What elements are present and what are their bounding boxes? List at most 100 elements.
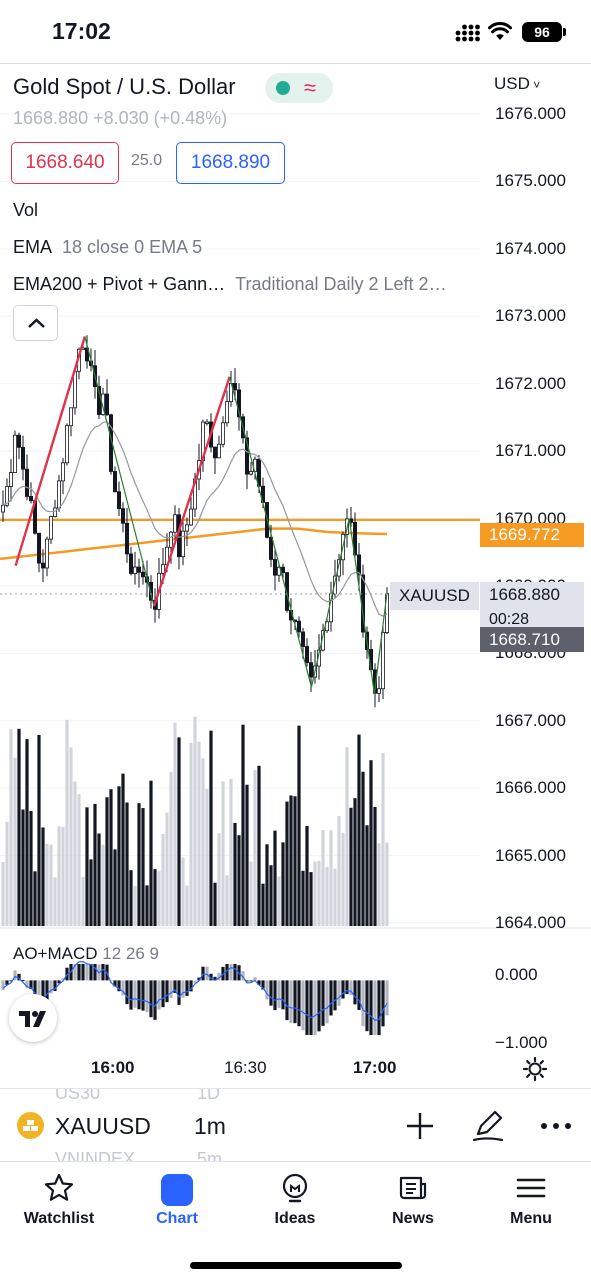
volume-bar <box>349 807 353 926</box>
oscillator-bar <box>325 980 329 1024</box>
candle-body <box>16 434 21 448</box>
symbol-title[interactable]: Gold Spot / U.S. Dollar <box>13 74 236 99</box>
oscillator-bar <box>357 980 361 1011</box>
last-price-value: 1668.880 <box>489 585 560 604</box>
more-options-icon[interactable] <box>538 1109 574 1143</box>
oscillator-bar <box>101 964 105 981</box>
candle-body <box>101 393 106 415</box>
status-bar: 17:02 96 <box>0 0 591 64</box>
volume-bar <box>341 832 345 926</box>
price-chart[interactable] <box>0 64 591 1088</box>
volume-bar <box>225 875 229 926</box>
oscillator-bar <box>45 980 49 1000</box>
tab-ideas[interactable]: Ideas <box>236 1162 354 1242</box>
oscillator-bar <box>377 980 381 1035</box>
candle-body <box>248 471 253 475</box>
candle-body <box>125 522 130 555</box>
ema-line <box>2 420 388 617</box>
oscillator-bar <box>117 980 121 992</box>
oscillator-bar <box>109 980 113 982</box>
tab-watchlist[interactable]: Watchlist <box>0 1162 118 1242</box>
volume-bar <box>353 798 357 926</box>
bid-price-tag: 1668.710 <box>480 627 584 652</box>
tab-label: Watchlist <box>23 1210 95 1227</box>
candle-body <box>168 531 173 548</box>
tab-label: Menu <box>510 1210 552 1227</box>
volume-bar <box>253 770 257 926</box>
oscillator-bar <box>113 980 117 987</box>
oscillator-bar <box>329 980 333 1016</box>
volume-bar <box>293 796 297 926</box>
indicator-ema[interactable]: EMA 18 close 0 EMA 5 <box>13 237 202 258</box>
tradingview-logo[interactable] <box>9 994 57 1042</box>
oscillator-bar <box>333 980 337 1011</box>
candle-body <box>236 389 241 418</box>
tab-chart[interactable]: Chart <box>118 1162 236 1242</box>
lightbulb-icon <box>282 1173 308 1203</box>
volume-bar <box>241 724 245 926</box>
currency-selector[interactable]: USD ˅ <box>494 74 540 94</box>
oscillator-bar <box>9 980 13 982</box>
volume-bar <box>109 789 113 926</box>
delayed-data-icon: ≈ <box>304 75 317 100</box>
volume-bar <box>145 885 149 926</box>
price-axis-label: 1665.000 <box>495 845 566 865</box>
volume-bar <box>153 869 157 926</box>
market-status-badge[interactable]: ≈ <box>265 73 333 103</box>
drawing-pen-icon[interactable] <box>470 1107 506 1143</box>
ema200-price-tag: 1669.772 <box>480 523 584 547</box>
candle-body <box>284 572 289 611</box>
tab-news[interactable]: News <box>354 1162 472 1242</box>
oscillator-bar <box>89 964 93 981</box>
collapse-legend-button[interactable] <box>13 305 58 341</box>
symbol-bar[interactable]: US30 1D VNINDEX 5m XAUUSD 1m <box>0 1088 591 1161</box>
price-axis-label: 1672.000 <box>495 373 566 393</box>
volume-bar <box>133 885 137 926</box>
oscillator-bar <box>217 972 221 981</box>
oscillator-bar <box>337 980 341 1006</box>
volume-bar <box>53 877 57 926</box>
sell-price-button[interactable]: 1668.640 <box>11 142 119 184</box>
header-divider <box>0 63 591 64</box>
candle-body <box>20 446 25 470</box>
candle-body <box>136 566 141 573</box>
spread-value: 25.0 <box>131 152 163 169</box>
menu-icon <box>516 1178 546 1198</box>
indicator-combo-name: EMA200 + Pivot + Gann… <box>13 274 226 294</box>
volume-bar <box>105 797 109 926</box>
ao-macd-histogram <box>1 960 389 1035</box>
cellular-signal-icon <box>455 24 480 42</box>
candle-body <box>45 538 50 569</box>
market-open-dot-icon <box>276 81 290 95</box>
indicator-vol[interactable]: Vol <box>13 200 39 220</box>
oscillator-bar <box>81 964 85 981</box>
volume-bar <box>13 757 17 926</box>
tab-label: Chart <box>156 1210 198 1227</box>
oscillator-bar <box>173 980 177 993</box>
symbol-picker[interactable]: XAUUSD <box>55 1113 151 1139</box>
plus-icon[interactable] <box>403 1109 437 1143</box>
volume-bar <box>289 795 293 926</box>
chart-area[interactable]: Gold Spot / U.S. Dollar ≈ USD ˅ 1668.880… <box>0 64 591 1088</box>
oscillator-bar <box>53 980 57 992</box>
star-icon <box>44 1173 74 1201</box>
candle-body <box>0 504 6 513</box>
candle-body <box>188 508 193 526</box>
time-axis-label: 16:30 <box>224 1058 267 1077</box>
indicator-combo[interactable]: EMA200 + Pivot + Gann… Traditional Daily… <box>13 274 447 295</box>
oscillator-bar <box>165 980 169 1003</box>
oscillator-bar <box>245 980 249 982</box>
volume-bar <box>245 784 249 926</box>
candle-body <box>304 646 309 664</box>
price-axis-label: 1670.000 <box>495 508 566 528</box>
oscillator-bar <box>1 980 5 991</box>
interval-picker[interactable]: 1m <box>194 1113 226 1139</box>
buy-price-button[interactable]: 1668.890 <box>176 142 285 184</box>
volume-bar <box>329 830 333 926</box>
candle-body <box>105 393 110 416</box>
tab-menu[interactable]: Menu <box>472 1162 590 1242</box>
oscillator-bar <box>265 980 269 1000</box>
indicator-ao-macd[interactable]: AO+MACD 12 26 9 <box>13 944 159 964</box>
candle-body <box>85 347 90 362</box>
settings-gear-icon[interactable] <box>522 1056 548 1082</box>
